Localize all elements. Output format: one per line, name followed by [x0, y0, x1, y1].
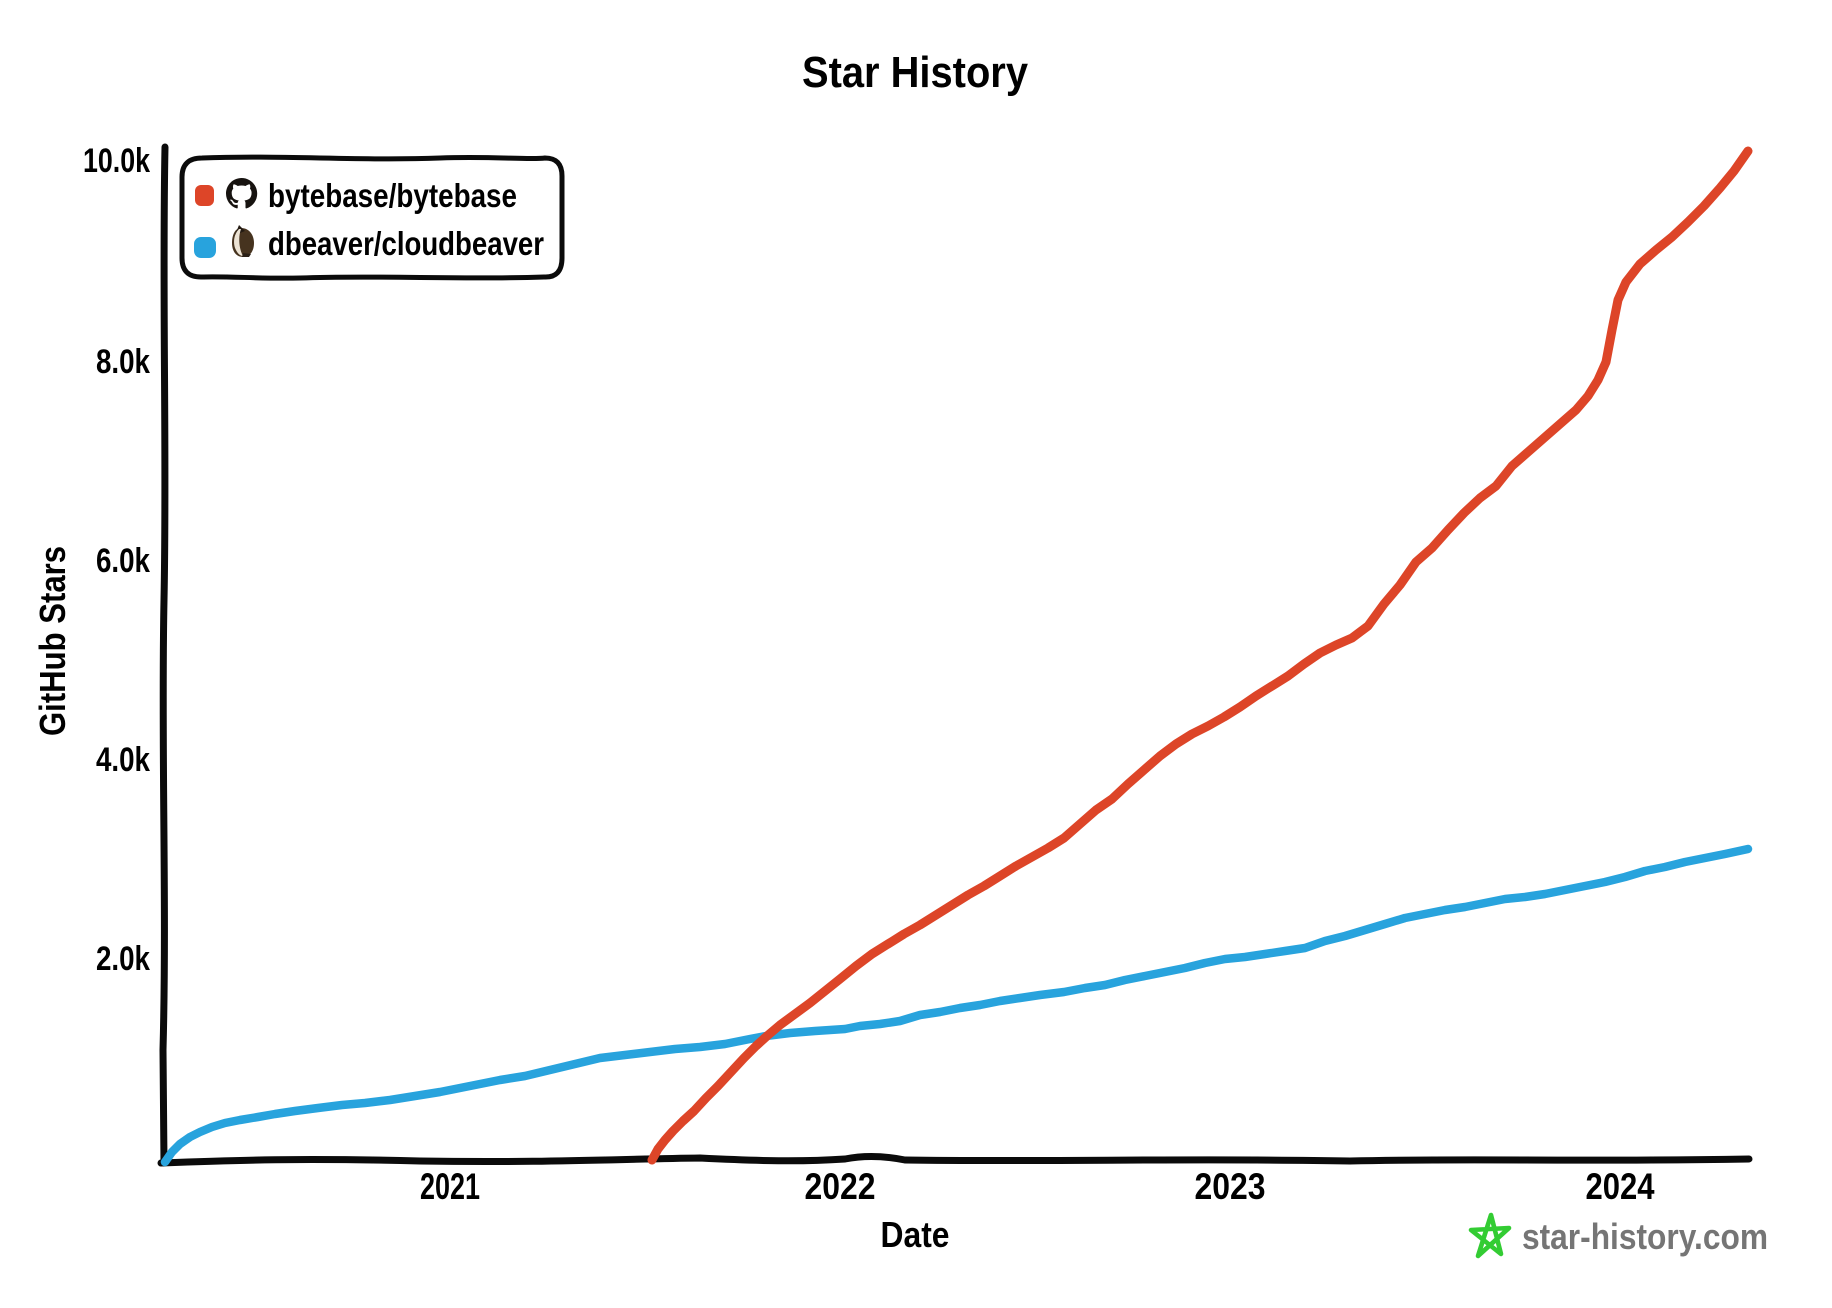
- svg-text:2024: 2024: [1586, 1166, 1655, 1207]
- svg-text:Date: Date: [881, 1214, 950, 1255]
- svg-text:2022: 2022: [805, 1166, 876, 1207]
- svg-text:Star History: Star History: [802, 48, 1028, 97]
- svg-text:2.0k: 2.0k: [96, 940, 150, 978]
- svg-text:8.0k: 8.0k: [96, 343, 150, 381]
- svg-text:star-history.com: star-history.com: [1522, 1216, 1768, 1257]
- svg-text:bytebase/bytebase: bytebase/bytebase: [268, 177, 517, 214]
- svg-text:dbeaver/cloudbeaver: dbeaver/cloudbeaver: [268, 225, 544, 262]
- svg-text:6.0k: 6.0k: [96, 542, 150, 580]
- svg-text:2023: 2023: [1195, 1166, 1266, 1207]
- svg-text:4.0k: 4.0k: [96, 741, 150, 779]
- svg-text:10.0k: 10.0k: [83, 142, 150, 180]
- svg-text:GitHub Stars: GitHub Stars: [32, 546, 73, 736]
- svg-text:2021: 2021: [420, 1166, 480, 1207]
